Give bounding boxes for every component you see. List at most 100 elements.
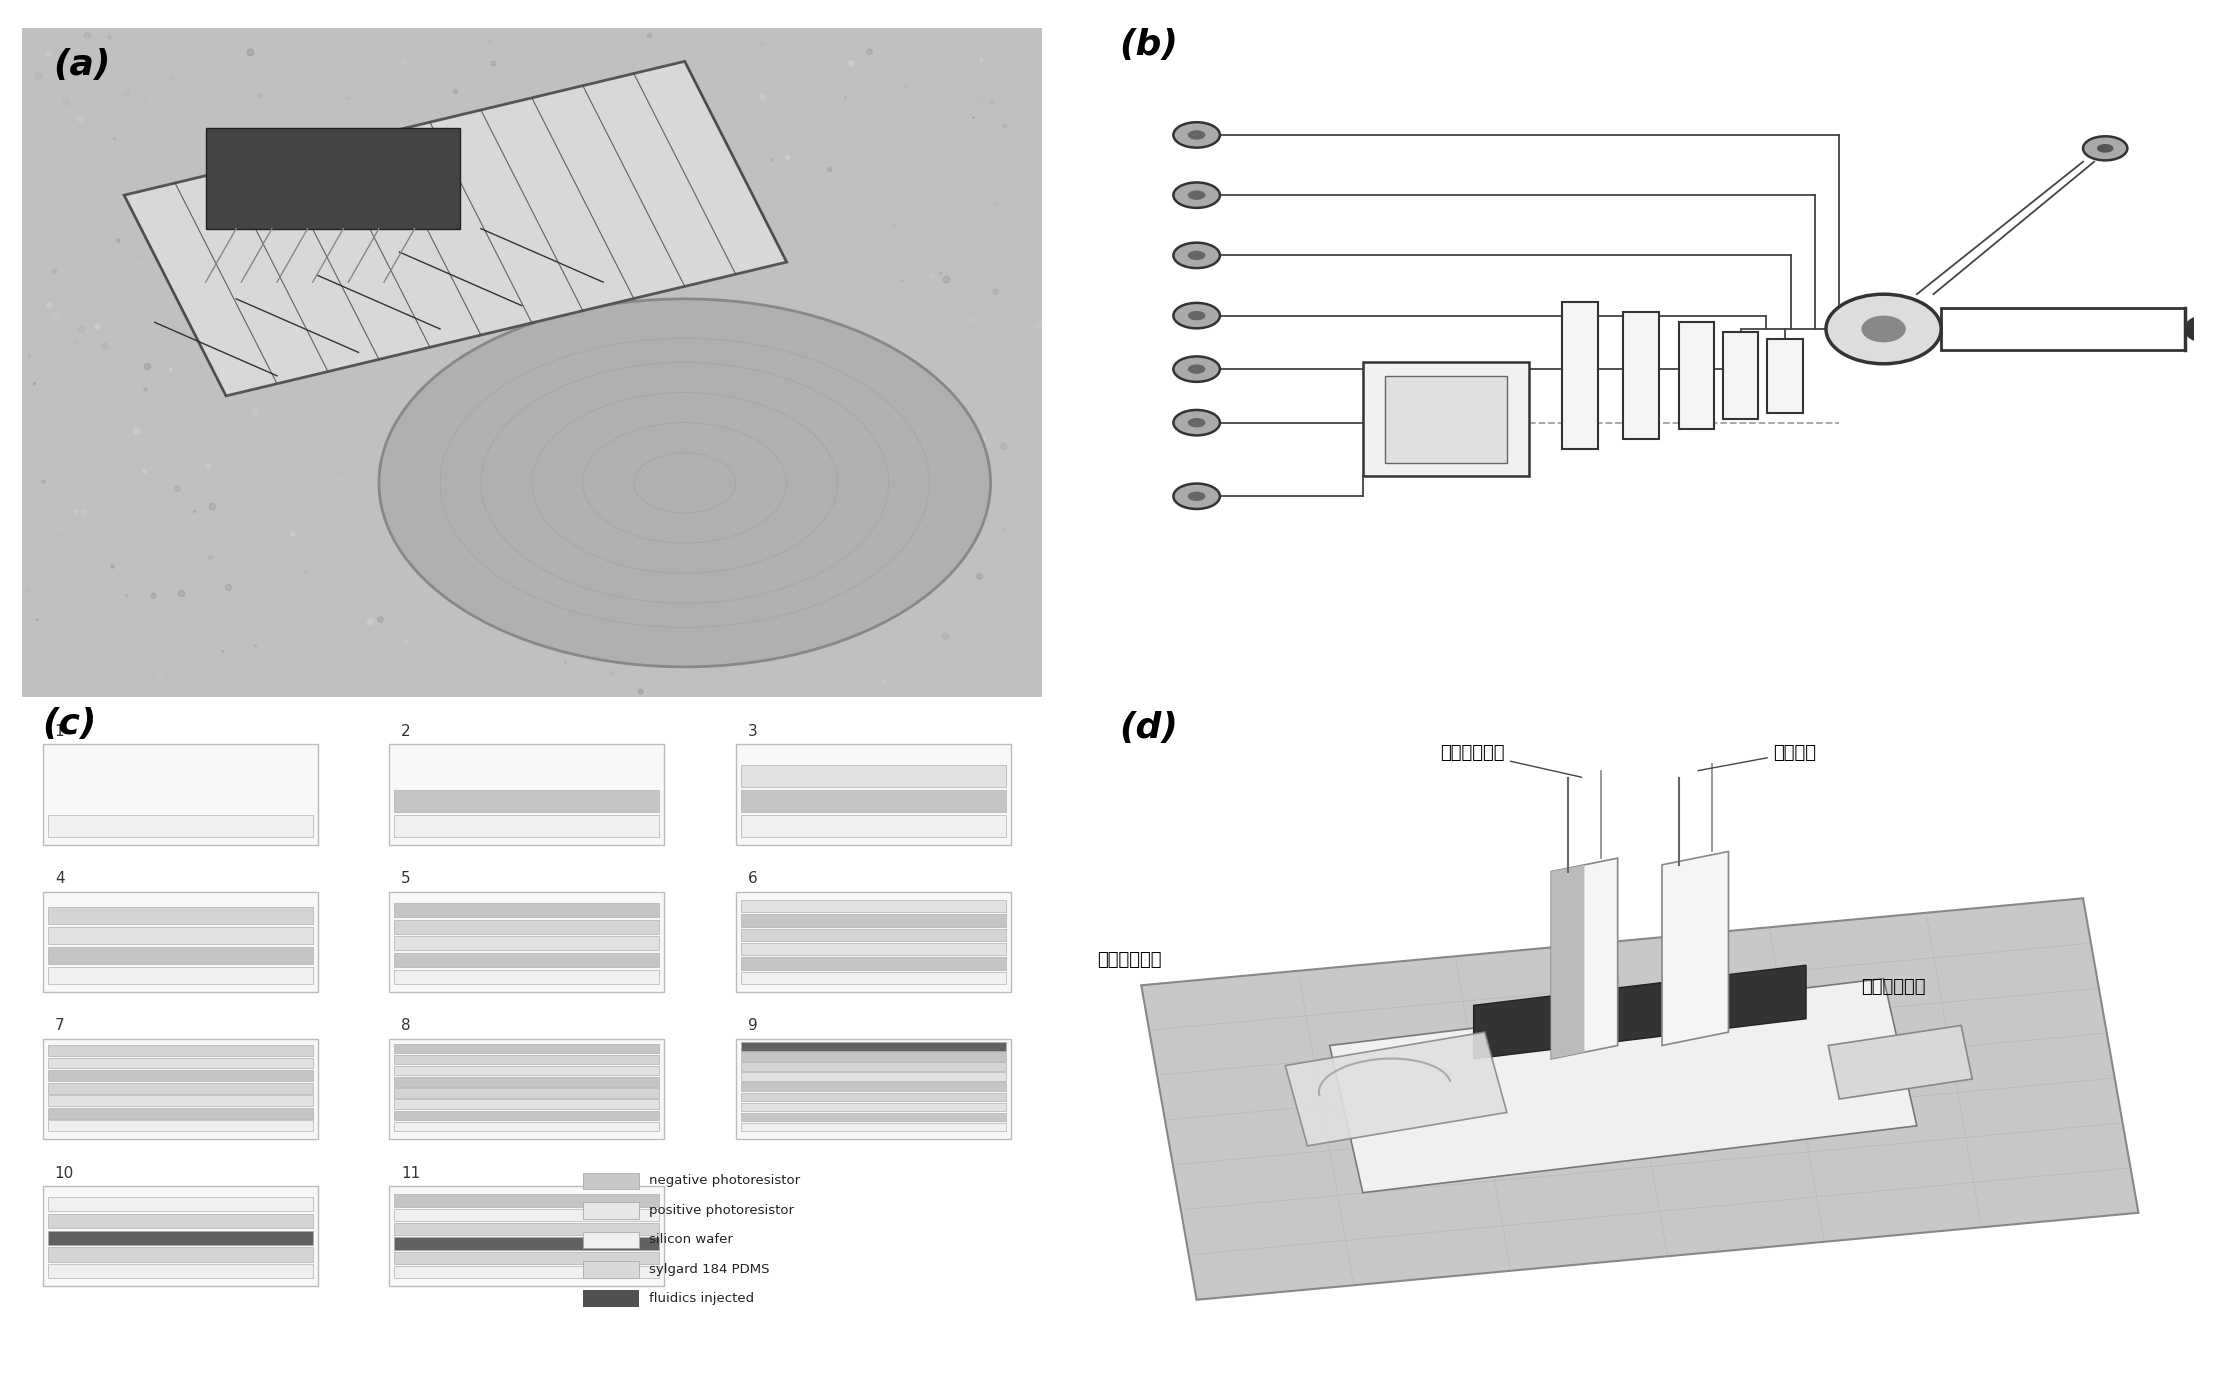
Bar — [740, 1112, 1006, 1121]
Bar — [394, 1266, 660, 1278]
Text: 低折射率介质: 低折射率介质 — [1440, 744, 1582, 778]
Bar — [740, 914, 1006, 927]
Bar — [1622, 312, 1658, 439]
Bar — [740, 790, 1006, 811]
Bar — [390, 744, 665, 845]
Bar — [49, 906, 312, 924]
Ellipse shape — [1188, 418, 1206, 428]
Text: 1: 1 — [55, 723, 64, 739]
Bar — [42, 744, 317, 845]
Bar — [740, 928, 1006, 941]
Bar — [390, 1039, 665, 1139]
Text: 3: 3 — [749, 723, 758, 739]
Bar — [583, 1172, 638, 1189]
Bar — [1724, 332, 1760, 420]
Bar — [394, 1238, 660, 1249]
Bar — [583, 1202, 638, 1218]
Bar — [394, 815, 660, 836]
Polygon shape — [124, 61, 787, 396]
Text: 压缩空气: 压缩空气 — [1697, 744, 1815, 771]
Bar — [49, 967, 312, 984]
Ellipse shape — [1188, 492, 1206, 500]
Bar — [394, 1111, 660, 1119]
Bar — [394, 1066, 660, 1075]
Ellipse shape — [2096, 144, 2114, 153]
Circle shape — [1826, 294, 1941, 364]
Bar — [736, 1039, 1010, 1139]
Text: silicon wafer: silicon wafer — [649, 1234, 733, 1246]
Ellipse shape — [1174, 484, 1219, 509]
Text: 11: 11 — [401, 1165, 421, 1181]
Bar — [49, 1058, 312, 1068]
Bar — [740, 1083, 1006, 1092]
Ellipse shape — [1174, 410, 1219, 435]
Bar — [394, 790, 660, 811]
Text: (b): (b) — [1119, 28, 1179, 61]
Bar — [1385, 376, 1507, 463]
Bar — [394, 970, 660, 984]
Text: (d): (d) — [1119, 711, 1179, 744]
Text: 高折射率介质: 高折射率介质 — [1861, 979, 1926, 995]
Bar — [1363, 362, 1529, 477]
Text: positive photoresistor: positive photoresistor — [649, 1204, 793, 1217]
Bar — [394, 1252, 660, 1264]
Bar — [206, 128, 461, 229]
Ellipse shape — [1188, 251, 1206, 261]
Bar — [1941, 308, 2185, 350]
Bar — [49, 1046, 312, 1055]
Bar — [42, 1186, 317, 1287]
Bar — [394, 1055, 660, 1064]
Bar — [583, 1291, 638, 1308]
Ellipse shape — [379, 298, 991, 666]
Polygon shape — [1285, 1032, 1507, 1146]
Text: 10: 10 — [55, 1165, 73, 1181]
Ellipse shape — [1174, 183, 1219, 208]
Polygon shape — [1551, 859, 1618, 1059]
Ellipse shape — [1174, 243, 1219, 268]
Bar — [390, 892, 665, 993]
Text: 5: 5 — [401, 871, 410, 887]
Text: (a): (a) — [53, 47, 111, 82]
Bar — [1768, 339, 1804, 413]
Polygon shape — [1662, 852, 1728, 1046]
Bar — [1562, 302, 1598, 449]
Bar — [394, 1209, 660, 1221]
Bar — [49, 1231, 312, 1245]
Bar — [42, 1039, 317, 1139]
Ellipse shape — [1174, 357, 1219, 382]
Bar — [49, 1108, 312, 1118]
Bar — [49, 1248, 312, 1262]
Text: 4: 4 — [55, 871, 64, 887]
Ellipse shape — [1174, 123, 1219, 148]
Text: fluidics injected: fluidics injected — [649, 1292, 753, 1305]
Bar — [740, 1062, 1006, 1071]
Text: 低折射率介质: 低折射率介质 — [1097, 951, 1161, 969]
Bar — [583, 1231, 638, 1248]
Text: sylgard 184 PDMS: sylgard 184 PDMS — [649, 1263, 769, 1276]
Bar — [394, 1223, 660, 1235]
Bar — [394, 1100, 660, 1108]
Bar — [49, 1083, 312, 1093]
Bar — [740, 1052, 1006, 1061]
Circle shape — [2185, 315, 2216, 343]
Ellipse shape — [1188, 364, 1206, 374]
Bar — [740, 815, 1006, 836]
Bar — [394, 1089, 660, 1097]
Bar — [42, 892, 317, 993]
Bar — [49, 927, 312, 944]
Bar — [740, 1103, 1006, 1111]
Bar — [740, 944, 1006, 955]
Polygon shape — [1828, 1026, 1972, 1098]
Ellipse shape — [2083, 137, 2127, 160]
Text: 2: 2 — [401, 723, 410, 739]
Bar — [1680, 322, 1715, 429]
Bar — [390, 1186, 665, 1287]
Bar — [736, 892, 1010, 993]
Bar — [740, 1093, 1006, 1101]
Bar — [49, 815, 312, 836]
Bar — [394, 920, 660, 934]
Ellipse shape — [1188, 311, 1206, 321]
Bar — [740, 972, 1006, 984]
Polygon shape — [1474, 965, 1806, 1059]
Polygon shape — [1330, 979, 1917, 1193]
